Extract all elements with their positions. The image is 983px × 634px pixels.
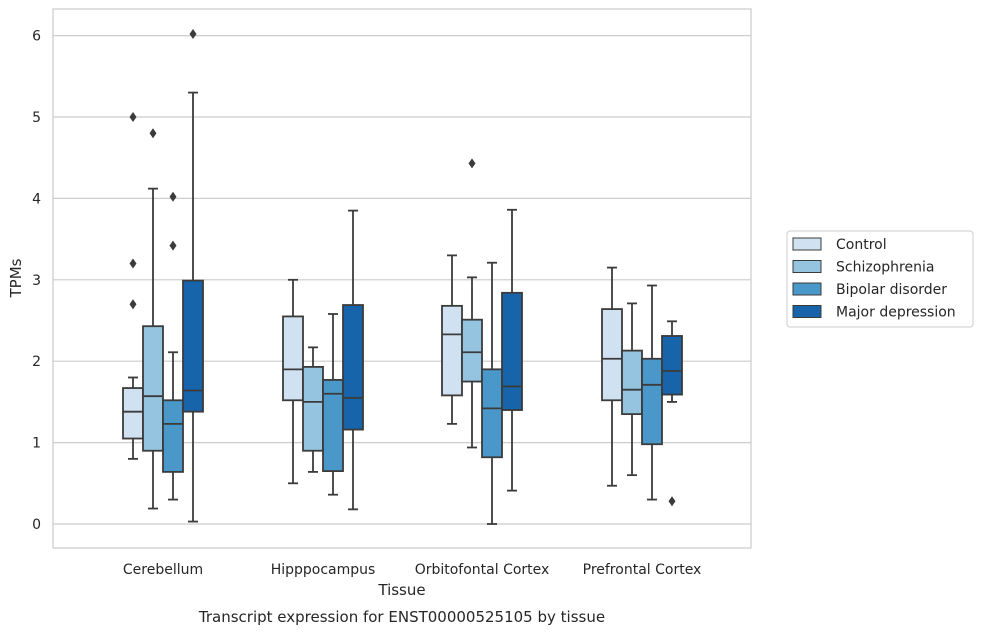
outlier-point [169, 191, 177, 202]
box-body [601, 308, 623, 402]
outlier-point [129, 258, 137, 269]
x-tick-label: Cerebellum [123, 562, 203, 578]
outlier-point [189, 28, 197, 39]
box-body [661, 335, 683, 396]
box-bipolar-disorder [481, 261, 503, 525]
box-control [282, 278, 304, 485]
box-major-depression [501, 208, 523, 492]
x-tick-label: Prefrontal Cortex [583, 562, 702, 578]
chart-caption: Transcript expression for ENST0000052510… [198, 608, 605, 626]
box-body [501, 291, 523, 411]
box-body [162, 399, 184, 473]
outlier-point [468, 158, 476, 169]
box-bipolar-disorder [322, 313, 344, 496]
outlier-point [149, 128, 157, 139]
y-tick-label: 3 [32, 273, 41, 289]
box-control [122, 112, 144, 460]
box-major-depression [342, 209, 364, 511]
box-control [601, 266, 623, 487]
y-tick-label: 6 [32, 29, 41, 45]
y-axis-ticks: 0 1 2 3 4 5 6 [32, 29, 41, 533]
box-bipolar-disorder [162, 191, 184, 501]
box-body [441, 304, 463, 397]
legend: Control Schizophrenia Bipolar disorder Majo… [786, 230, 974, 328]
box-marks [122, 28, 683, 525]
box-body [122, 387, 144, 440]
y-tick-label: 1 [32, 436, 41, 452]
y-tick-label: 5 [32, 110, 41, 126]
box-body [142, 325, 164, 452]
x-tick-label: Hipppocampus [271, 562, 376, 578]
y-tick-label: 4 [32, 191, 41, 207]
outlier-point [169, 240, 177, 251]
box-body [461, 318, 483, 383]
box-body [282, 315, 304, 402]
legend-swatch [792, 282, 822, 296]
legend-item: Control [792, 237, 887, 253]
box-body [641, 357, 663, 446]
x-tick-label: Orbitofontal Cortex [415, 562, 550, 578]
outlier-point [129, 299, 137, 310]
legend-swatch [792, 260, 822, 273]
box-major-depression [182, 28, 204, 523]
legend-label: Control [836, 237, 887, 253]
legend-label: Schizophrenia [836, 260, 934, 276]
outlier-point [129, 112, 137, 122]
y-tick-label: 2 [32, 354, 41, 370]
box-body [302, 365, 324, 452]
plot-area-frame [52, 8, 752, 549]
box-body [182, 279, 204, 413]
x-axis-label: Tissue [377, 581, 425, 599]
y-axis-label: TPMs [7, 258, 25, 298]
box-control [441, 254, 463, 425]
box-schizophrenia [461, 158, 483, 449]
box-schizophrenia [621, 302, 643, 477]
x-axis-ticks: Cerebellum Hipppocampus Orbitofontal Corte… [123, 562, 701, 578]
legend-frame [786, 230, 974, 328]
box-bipolar-disorder [641, 284, 663, 501]
box-body [621, 349, 643, 416]
box-schizophrenia [302, 346, 324, 473]
box-schizophrenia [142, 128, 164, 510]
legend-label: Major depression [836, 305, 956, 321]
box-body [342, 304, 364, 431]
legend-item: Major depression [792, 305, 956, 321]
legend-item: Bipolar disorder [792, 282, 947, 298]
y-tick-label: 0 [32, 517, 41, 533]
box-major-depression [661, 320, 683, 507]
legend-item: Schizophrenia [792, 260, 934, 276]
legend-swatch [792, 237, 822, 251]
box-body [481, 368, 503, 459]
legend-label: Bipolar disorder [836, 282, 947, 298]
outlier-point [668, 496, 676, 507]
legend-swatch [792, 305, 822, 318]
